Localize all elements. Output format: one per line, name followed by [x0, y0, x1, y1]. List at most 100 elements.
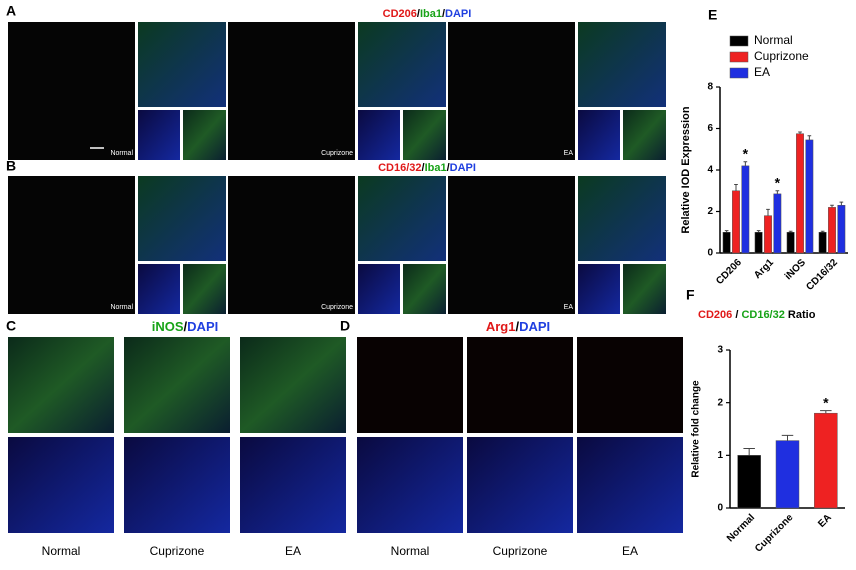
micrograph [8, 437, 114, 533]
title-part: Arg1 [486, 319, 516, 334]
micrograph [357, 437, 463, 533]
bar [814, 412, 838, 509]
micrograph [357, 337, 463, 433]
bar [805, 139, 814, 254]
micrograph [578, 110, 620, 160]
error-bar [830, 204, 834, 208]
micrograph [138, 264, 180, 314]
error-bar [820, 230, 825, 233]
title-part: CD206 [383, 8, 417, 20]
error-bar [820, 410, 832, 414]
legend-swatch [729, 35, 749, 47]
y-tick-label: 4 [707, 165, 713, 176]
panel-label: F [686, 287, 695, 303]
micrograph [403, 110, 446, 160]
micrograph [578, 176, 666, 261]
micrograph [138, 22, 226, 107]
bar [773, 193, 782, 254]
error-bar [788, 230, 793, 233]
error-bar [724, 230, 729, 233]
condition-label: Normal [391, 544, 430, 558]
x-tick-label: Cuprizone [753, 512, 796, 555]
bar [828, 207, 836, 254]
title-part: DAPI [519, 319, 550, 334]
bar [722, 232, 731, 254]
error-bar [798, 131, 802, 134]
panel-label: E [708, 7, 717, 23]
panel-label: A [6, 3, 16, 19]
micrograph [124, 337, 230, 433]
panel-label: B [6, 158, 16, 174]
y-tick-label: 3 [717, 345, 723, 356]
micrograph [467, 437, 573, 533]
micrograph [448, 22, 575, 160]
panel-title: iNOS/DAPI [152, 319, 218, 334]
x-tick-label: iNOS [783, 257, 808, 282]
condition-label: EA [622, 544, 638, 558]
legend-swatch [729, 51, 749, 63]
title-part: iNOS [152, 319, 184, 334]
micrograph [138, 176, 226, 261]
bar [732, 190, 740, 254]
y-tick-label: 0 [717, 503, 723, 514]
error-bar [807, 135, 812, 140]
title-part: DAPI [445, 8, 471, 20]
error-bar [839, 201, 844, 206]
x-tick-label: CD16/32 [804, 257, 840, 293]
title-part: / [447, 162, 450, 174]
title-part: / [422, 162, 425, 174]
significance: * [743, 145, 749, 161]
x-tick-label: Arg1 [752, 257, 776, 281]
micrograph [8, 337, 114, 433]
condition-label: Normal [110, 150, 133, 157]
legend-label: Normal [754, 33, 793, 47]
y-tick-label: 0 [707, 248, 713, 259]
condition-label: EA [285, 544, 301, 558]
legend-label: EA [754, 65, 770, 79]
title-part: / [184, 319, 188, 334]
significance: * [775, 174, 781, 190]
bar [741, 165, 750, 254]
title-part: DAPI [450, 162, 476, 174]
y-tick-label: 1 [717, 450, 723, 461]
title-part: / [442, 8, 445, 20]
micrograph [623, 264, 666, 314]
micrograph [577, 437, 683, 533]
panel-title: Arg1/DAPI [486, 319, 550, 334]
title-part: CD206 [698, 309, 732, 321]
micrograph [578, 264, 620, 314]
micrograph [8, 22, 135, 160]
error-bar [775, 190, 780, 194]
error-bar [743, 447, 755, 456]
chart-title: CD206 / CD16/32 Ratio [698, 309, 816, 321]
panel-title: CD16/32/Iba1/DAPI [378, 162, 476, 174]
micrograph [448, 176, 575, 314]
x-tick-label: EA [816, 512, 834, 530]
bar [775, 440, 800, 509]
condition-label: EA [564, 304, 574, 311]
condition-label: Normal [110, 304, 133, 311]
micrograph [358, 264, 400, 314]
panel-label: C [6, 318, 16, 334]
micrograph [403, 264, 446, 314]
condition-label: EA [564, 150, 574, 157]
micrograph [183, 110, 226, 160]
micrograph [138, 110, 180, 160]
micrograph [228, 176, 355, 314]
condition-label: Cuprizone [321, 150, 353, 157]
micrograph [577, 337, 683, 433]
bar [837, 205, 846, 254]
significance: * [823, 394, 829, 410]
micrograph [623, 110, 666, 160]
title-part: CD16/32 [378, 162, 421, 174]
title-part: Iba1 [425, 162, 447, 174]
title-part: Ratio [788, 309, 816, 321]
error-bar [766, 208, 770, 216]
panel-title: CD206/Iba1/DAPI [383, 8, 472, 20]
micrograph [358, 176, 446, 261]
micrograph [8, 176, 135, 314]
panel-label: D [340, 318, 350, 334]
error-bar [743, 161, 748, 166]
micrograph [228, 22, 355, 160]
